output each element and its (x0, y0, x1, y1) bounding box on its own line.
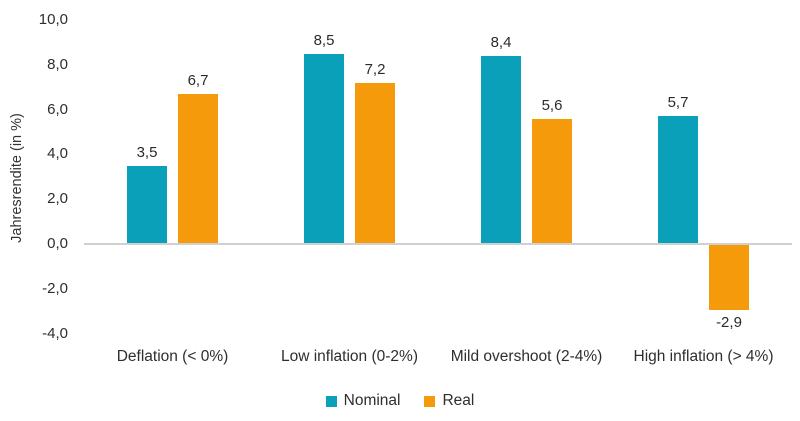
bar-value-label: -2,9 (716, 313, 742, 331)
x-category-label-1: Low inflation (0-2%) (281, 348, 418, 365)
bar-real-3 (709, 245, 749, 310)
y-tick-label: -4,0 (42, 324, 68, 342)
bar-value-label: 3,5 (136, 143, 158, 161)
bar-value-label: 6,7 (187, 71, 209, 89)
bar-real-0 (178, 93, 218, 244)
y-tick-label: 4,0 (47, 145, 68, 163)
bar-value-label: 5,7 (667, 94, 689, 112)
x-category-label-2: Mild overshoot (2-4%) (450, 348, 603, 365)
bar-nominal-2 (481, 55, 521, 244)
legend-swatch-nominal-icon (325, 395, 337, 407)
legend: Nominal Real (0, 392, 800, 410)
legend-label: Real (442, 392, 475, 409)
bar-real-1 (355, 82, 395, 244)
bar-value-label: 5,6 (541, 96, 563, 114)
bar-value-label: 8,5 (313, 31, 335, 49)
y-tick-label: 0,0 (47, 235, 68, 252)
bar-nominal-3 (658, 116, 698, 244)
y-tick-label: -2,0 (42, 279, 68, 297)
legend-label: Nominal (343, 392, 401, 409)
legend-item-real: Real (424, 392, 474, 410)
y-tick-label: 2,0 (47, 190, 68, 208)
y-tick-label: 6,0 (47, 100, 68, 118)
legend-swatch-real-icon (424, 395, 436, 407)
bar-nominal-1 (304, 53, 344, 244)
bar-value-label: 7,2 (364, 60, 386, 78)
zero-baseline (84, 243, 792, 245)
y-tick-label: 10,0 (38, 11, 68, 28)
y-tick-label: 8,0 (47, 55, 68, 73)
bar-nominal-0 (127, 165, 167, 244)
bar-real-2 (532, 118, 572, 244)
bar-value-label: 8,4 (490, 33, 512, 51)
legend-item-nominal: Nominal (325, 392, 401, 410)
x-category-label-0: Deflation (< 0%) (116, 348, 229, 365)
x-category-label-3: High inflation (> 4%) (633, 348, 774, 365)
